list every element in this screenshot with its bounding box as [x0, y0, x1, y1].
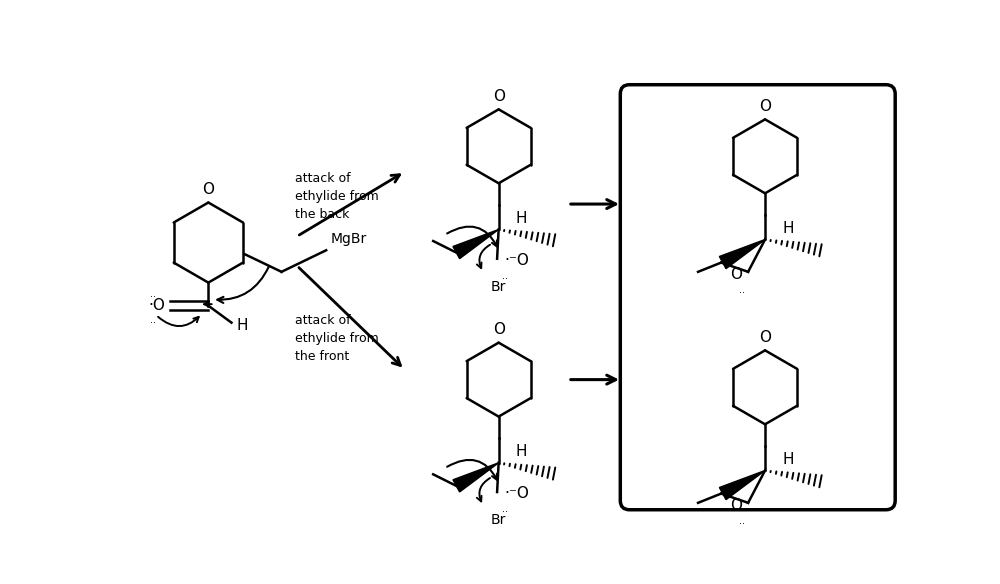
Text: attack of
ethylide from
the back: attack of ethylide from the back: [295, 172, 379, 221]
Polygon shape: [719, 471, 765, 500]
Text: ..: ..: [739, 286, 745, 296]
Text: O: O: [493, 89, 505, 104]
Text: O: O: [759, 99, 771, 114]
Text: ·⁻O: ·⁻O: [505, 253, 530, 268]
Text: ..: ..: [502, 270, 508, 281]
Text: H: H: [516, 444, 527, 460]
Text: O: O: [759, 330, 771, 345]
Text: ..: ..: [739, 516, 745, 526]
Text: ..: ..: [150, 315, 156, 325]
Text: H: H: [237, 318, 248, 333]
Text: H: H: [782, 452, 794, 467]
Text: MgBr: MgBr: [331, 232, 367, 246]
Polygon shape: [719, 239, 765, 269]
Text: O: O: [730, 498, 742, 513]
Text: O: O: [202, 182, 214, 197]
Text: O: O: [730, 267, 742, 283]
Text: O: O: [493, 322, 505, 338]
Text: Br: Br: [491, 513, 506, 527]
Polygon shape: [453, 230, 499, 259]
Text: ..: ..: [502, 504, 508, 514]
Text: ·O: ·O: [148, 298, 165, 313]
Text: H: H: [782, 221, 794, 236]
Text: ·⁻O: ·⁻O: [505, 486, 530, 501]
Text: ..: ..: [150, 289, 156, 299]
Polygon shape: [453, 463, 499, 492]
Text: Br: Br: [491, 280, 506, 294]
Text: attack of
ethylide from
the front: attack of ethylide from the front: [295, 314, 379, 363]
FancyBboxPatch shape: [620, 85, 895, 510]
Text: H: H: [516, 211, 527, 226]
